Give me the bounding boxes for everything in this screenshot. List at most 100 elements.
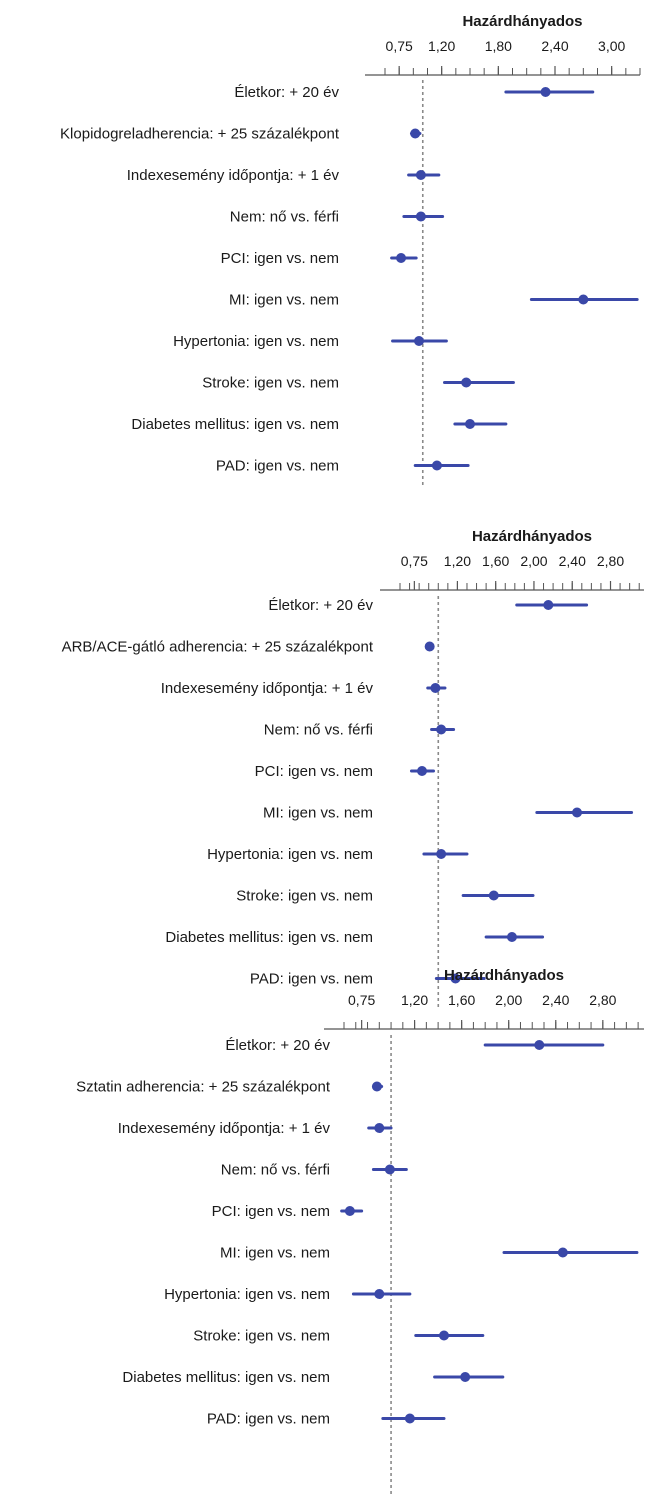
- hazard-ratio-point: [396, 253, 407, 263]
- forest-row-pad-igen-vs-nem: PAD: igen vs. nem: [250, 971, 486, 988]
- x-tick-label: 1,60: [482, 553, 509, 569]
- hazard-ratio-point: [374, 1289, 385, 1299]
- forest-row-indexesemeny-idopontja-1-ev: Indexesemény időpontja: + 1 év: [118, 1120, 393, 1137]
- forest-row-arb-ace-gatlo-adherencia-25-szazalekpont: ARB/ACE-gátló adherencia: + 25 százalékp…: [62, 639, 435, 656]
- row-label: Hypertonia: igen vs. nem: [173, 333, 339, 350]
- row-label: PCI: igen vs. nem: [221, 250, 339, 267]
- row-label: Stroke: igen vs. nem: [193, 1328, 330, 1345]
- row-label: Diabetes mellitus: igen vs. nem: [122, 1369, 330, 1386]
- hazard-ratio-point: [415, 170, 426, 180]
- x-tick-label: 1,80: [485, 38, 512, 54]
- hazard-ratio-point: [534, 1040, 545, 1050]
- row-label: Klopidogreladherencia: + 25 százalékpont: [60, 126, 340, 143]
- hazard-ratio-point: [540, 87, 551, 97]
- hazard-ratio-point: [506, 932, 517, 942]
- x-tick-label: 2,40: [542, 992, 569, 1008]
- hazard-ratio-point: [488, 890, 499, 901]
- forest-row-indexesemeny-idopontja-1-ev: Indexesemény időpontja: + 1 év: [127, 167, 441, 184]
- hazard-ratio-point: [450, 973, 461, 984]
- row-label: ARB/ACE-gátló adherencia: + 25 százalékp…: [62, 639, 374, 656]
- x-tick-label: 2,80: [589, 992, 616, 1008]
- row-label: MI: igen vs. nem: [229, 292, 339, 309]
- forest-row-diabetes-mellitus-igen-vs-nem: Diabetes mellitus: igen vs. nem: [131, 416, 508, 433]
- x-axis-title: Hazárdhányados: [472, 528, 592, 545]
- hazard-ratio-point: [430, 683, 441, 693]
- forest-row-hypertonia-igen-vs-nem: Hypertonia: igen vs. nem: [164, 1286, 412, 1303]
- x-axis-title: Hazárdhányados: [462, 13, 582, 30]
- row-label: MI: igen vs. nem: [263, 805, 373, 822]
- hazard-ratio-point: [384, 1164, 395, 1175]
- forest-row-nem-no-vs-ferfi: Nem: nő vs. férfi: [221, 1162, 408, 1179]
- row-label: Életkor: + 20 év: [268, 597, 373, 614]
- x-tick-label: 1,20: [401, 992, 428, 1008]
- row-label: Hypertonia: igen vs. nem: [164, 1286, 330, 1303]
- row-label: Diabetes mellitus: igen vs. nem: [131, 416, 339, 433]
- row-label: Nem: nő vs. férfi: [230, 209, 339, 226]
- row-label: Életkor: + 20 év: [225, 1037, 330, 1054]
- forest-row-pci-igen-vs-nem: PCI: igen vs. nem: [212, 1203, 364, 1220]
- hazard-ratio-point: [414, 336, 424, 346]
- forest-row-mi-igen-vs-nem: MI: igen vs. nem: [229, 292, 639, 309]
- hazard-ratio-point: [543, 600, 554, 610]
- row-label: Nem: nő vs. férfi: [264, 722, 373, 739]
- forest-row-stroke-igen-vs-nem: Stroke: igen vs. nem: [236, 888, 535, 905]
- row-label: MI: igen vs. nem: [220, 1245, 330, 1262]
- forest-row-pci-igen-vs-nem: PCI: igen vs. nem: [221, 250, 418, 267]
- hazard-ratio-point: [461, 377, 472, 388]
- row-label: PAD: igen vs. nem: [250, 971, 373, 988]
- forest-row-mi-igen-vs-nem: MI: igen vs. nem: [263, 805, 634, 822]
- hazard-ratio-point: [344, 1206, 355, 1216]
- forest-row-stroke-igen-vs-nem: Stroke: igen vs. nem: [202, 375, 515, 392]
- hazard-ratio-point: [374, 1123, 385, 1133]
- hazard-ratio-point: [424, 641, 435, 652]
- row-label: PAD: igen vs. nem: [216, 458, 339, 475]
- hazard-ratio-point: [404, 1413, 415, 1424]
- x-tick-label: 2,40: [559, 553, 586, 569]
- row-label: Stroke: igen vs. nem: [202, 375, 339, 392]
- hazard-ratio-point: [417, 766, 428, 776]
- row-label: Sztatin adherencia: + 25 százalékpont: [76, 1079, 331, 1096]
- x-axis-title: Hazárdhányados: [444, 967, 564, 984]
- row-label: PCI: igen vs. nem: [255, 763, 373, 780]
- forest-row-diabetes-mellitus-igen-vs-nem: Diabetes mellitus: igen vs. nem: [165, 929, 545, 946]
- forest-row-nem-no-vs-ferfi: Nem: nő vs. férfi: [230, 209, 445, 226]
- row-label: Indexesemény időpontja: + 1 év: [118, 1120, 331, 1137]
- hazard-ratio-point: [415, 211, 426, 222]
- forest-row-eletkor-20-ev: Életkor: + 20 év: [225, 1037, 605, 1054]
- row-label: Stroke: igen vs. nem: [236, 888, 373, 905]
- x-tick-label: 2,00: [495, 992, 522, 1008]
- hazard-ratio-point: [557, 1247, 568, 1258]
- x-tick-label: 2,80: [597, 553, 624, 569]
- hazard-ratio-point: [578, 294, 589, 305]
- forest-row-diabetes-mellitus-igen-vs-nem: Diabetes mellitus: igen vs. nem: [122, 1369, 505, 1386]
- forest-row-klopidogreladherencia-25-szazalekpont: Klopidogreladherencia: + 25 százalékpont: [60, 126, 422, 143]
- forest-row-hypertonia-igen-vs-nem: Hypertonia: igen vs. nem: [173, 333, 448, 350]
- row-label: Életkor: + 20 év: [234, 84, 339, 101]
- forest-row-eletkor-20-ev: Életkor: + 20 év: [268, 597, 589, 614]
- x-tick-label: 1,20: [428, 38, 455, 54]
- hazard-ratio-point: [465, 419, 475, 429]
- hazard-ratio-point: [436, 724, 447, 735]
- forest-row-sztatin-adherencia-25-szazalekpont: Sztatin adherencia: + 25 százalékpont: [76, 1079, 384, 1096]
- forest-row-indexesemeny-idopontja-1-ev: Indexesemény időpontja: + 1 év: [161, 680, 447, 697]
- row-label: Indexesemény időpontja: + 1 év: [127, 167, 340, 184]
- forest-plot-3: Hazárdhányados 0,75 1,20 1,60 2,00 2,40 2,80 Él…: [76, 967, 644, 1495]
- x-tick-label: 1,60: [448, 992, 475, 1008]
- row-label: PAD: igen vs. nem: [207, 1411, 330, 1428]
- hazard-ratio-point: [410, 128, 421, 139]
- row-label: Indexesemény időpontja: + 1 év: [161, 680, 374, 697]
- forest-row-pci-igen-vs-nem: PCI: igen vs. nem: [255, 763, 435, 780]
- x-tick-label: 1,20: [444, 553, 471, 569]
- forest-row-pad-igen-vs-nem: PAD: igen vs. nem: [216, 458, 470, 475]
- forest-row-eletkor-20-ev: Életkor: + 20 év: [234, 84, 595, 101]
- forest-row-hypertonia-igen-vs-nem: Hypertonia: igen vs. nem: [207, 846, 469, 863]
- row-label: Hypertonia: igen vs. nem: [207, 846, 373, 863]
- hazard-ratio-point: [431, 460, 442, 471]
- x-tick-label: 3,00: [598, 38, 625, 54]
- x-tick-label: 0,75: [348, 992, 375, 1008]
- x-tick-label: 0,75: [386, 38, 413, 54]
- hazard-ratio-point: [572, 807, 583, 818]
- hazard-ratio-point: [371, 1081, 382, 1092]
- forest-row-nem-no-vs-ferfi: Nem: nő vs. férfi: [264, 722, 456, 739]
